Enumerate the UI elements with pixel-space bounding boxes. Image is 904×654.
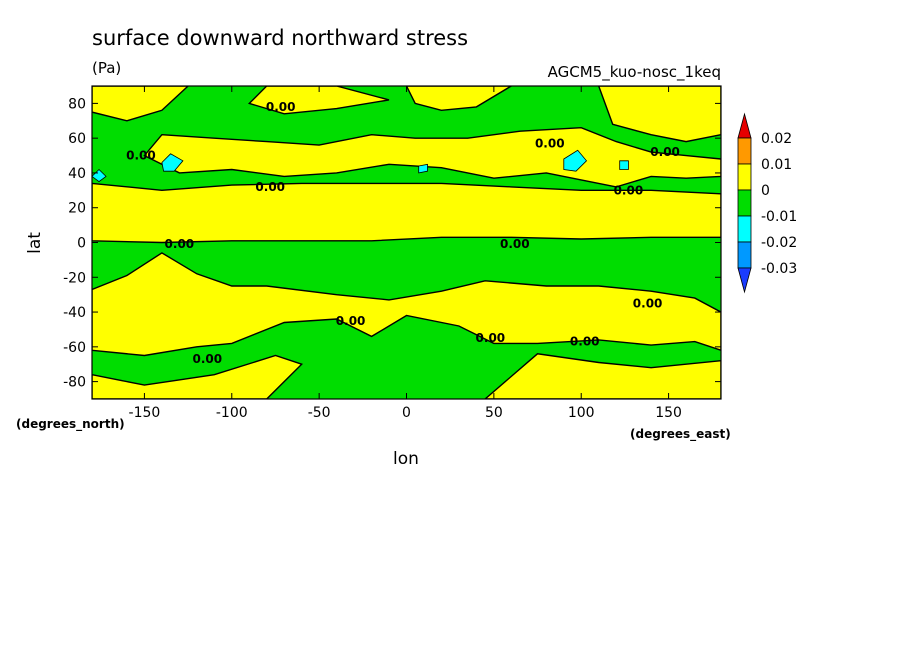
chart-title: surface downward northward stress (92, 26, 468, 50)
colorbar-segment (737, 189, 752, 217)
negative-strong-region-5 (619, 160, 629, 170)
y-axis-label: lat (25, 232, 45, 254)
x-tick-label: -50 (308, 405, 331, 421)
y-tick-label: -40 (63, 305, 86, 321)
y-tick-label: -20 (63, 270, 86, 286)
negative-strong-region-1 (161, 153, 184, 172)
colorbar-level-label: -0.02 (761, 235, 797, 251)
positive-region-5 (247, 86, 390, 115)
units-label: (Pa) (92, 59, 121, 77)
colorbar-segment (737, 241, 752, 269)
plot-area: 0.00 0.00 0.00 0.00 0.00 0.00 0.00 0.00 0.00 0.00… (92, 86, 721, 399)
colorbar-level-label: 0.02 (761, 131, 792, 147)
y-tick-label: 80 (68, 96, 86, 112)
colorbar-level-label: 0.01 (761, 157, 792, 173)
colorbar-level-label: -0.01 (761, 209, 797, 225)
x-tick-label: 100 (568, 405, 595, 421)
x-tick-label: -100 (216, 405, 248, 421)
colorbar-legend: 0.02 0.01 0 -0.01 -0.02 -0.03 (737, 112, 797, 294)
x-tick-label: 50 (485, 405, 503, 421)
contour-label-5: 0.00 (650, 145, 680, 159)
colorbar-level-label: -0.03 (761, 261, 797, 277)
colorbar-level-label: 0 (761, 183, 770, 199)
contour-label-6: 0.00 (614, 183, 644, 197)
negative-strong-region-2 (563, 149, 588, 172)
y-axis: 80 60 40 20 0 -20 -40 -60 -80 (63, 96, 721, 391)
contour-label-2: 0.00 (126, 149, 156, 163)
contour-label-10: 0.00 (476, 331, 506, 345)
x-tick-label: 0 (402, 405, 411, 421)
contour-label-13: 0.00 (193, 352, 223, 366)
dataset-label: AGCM5_kuo-nosc_1keq (548, 63, 721, 82)
y-tick-label: 20 (68, 201, 86, 217)
x-tick-label: -150 (129, 405, 161, 421)
positive-region-7 (143, 126, 721, 188)
contour-label-8: 0.00 (500, 237, 530, 251)
contour-label-7: 0.00 (165, 237, 195, 251)
contour-label-11: 0.00 (570, 335, 600, 349)
contour-label-3: 0.00 (255, 180, 285, 194)
x-units-label: (degrees_east) (630, 427, 731, 442)
y-tick-label: -60 (63, 340, 86, 356)
positive-region-2 (92, 252, 721, 357)
contour-label-12: 0.00 (633, 296, 663, 310)
y-tick-label: 0 (77, 236, 86, 252)
positive-region-8 (597, 86, 721, 143)
contour-label-4: 0.00 (535, 136, 565, 150)
x-axis-label: lon (393, 449, 419, 469)
negative-strong-region-4 (418, 163, 428, 174)
y-tick-label: 60 (68, 131, 86, 147)
y-tick-label: -80 (63, 375, 86, 391)
colorbar-segment (737, 215, 752, 243)
colorbar-segment (737, 163, 752, 191)
colorbar-top-arrow (737, 112, 752, 139)
contour-label-9: 0.00 (336, 314, 366, 328)
positive-region-9 (405, 86, 513, 112)
positive-region-6 (92, 86, 190, 122)
y-units-label: (degrees_north) (16, 417, 125, 432)
x-axis: -150 -100 -50 0 50 100 150 (129, 86, 682, 421)
positive-region-4 (484, 353, 721, 399)
x-tick-label: 150 (655, 405, 682, 421)
positive-region-1 (92, 182, 721, 244)
y-tick-label: 40 (68, 166, 86, 182)
negative-strong-region-3 (92, 168, 107, 183)
colorbar-segment (737, 137, 752, 165)
positive-region-3 (92, 354, 304, 399)
colorbar-bottom-arrow (737, 267, 752, 294)
contour-label-1: 0.00 (266, 100, 296, 114)
